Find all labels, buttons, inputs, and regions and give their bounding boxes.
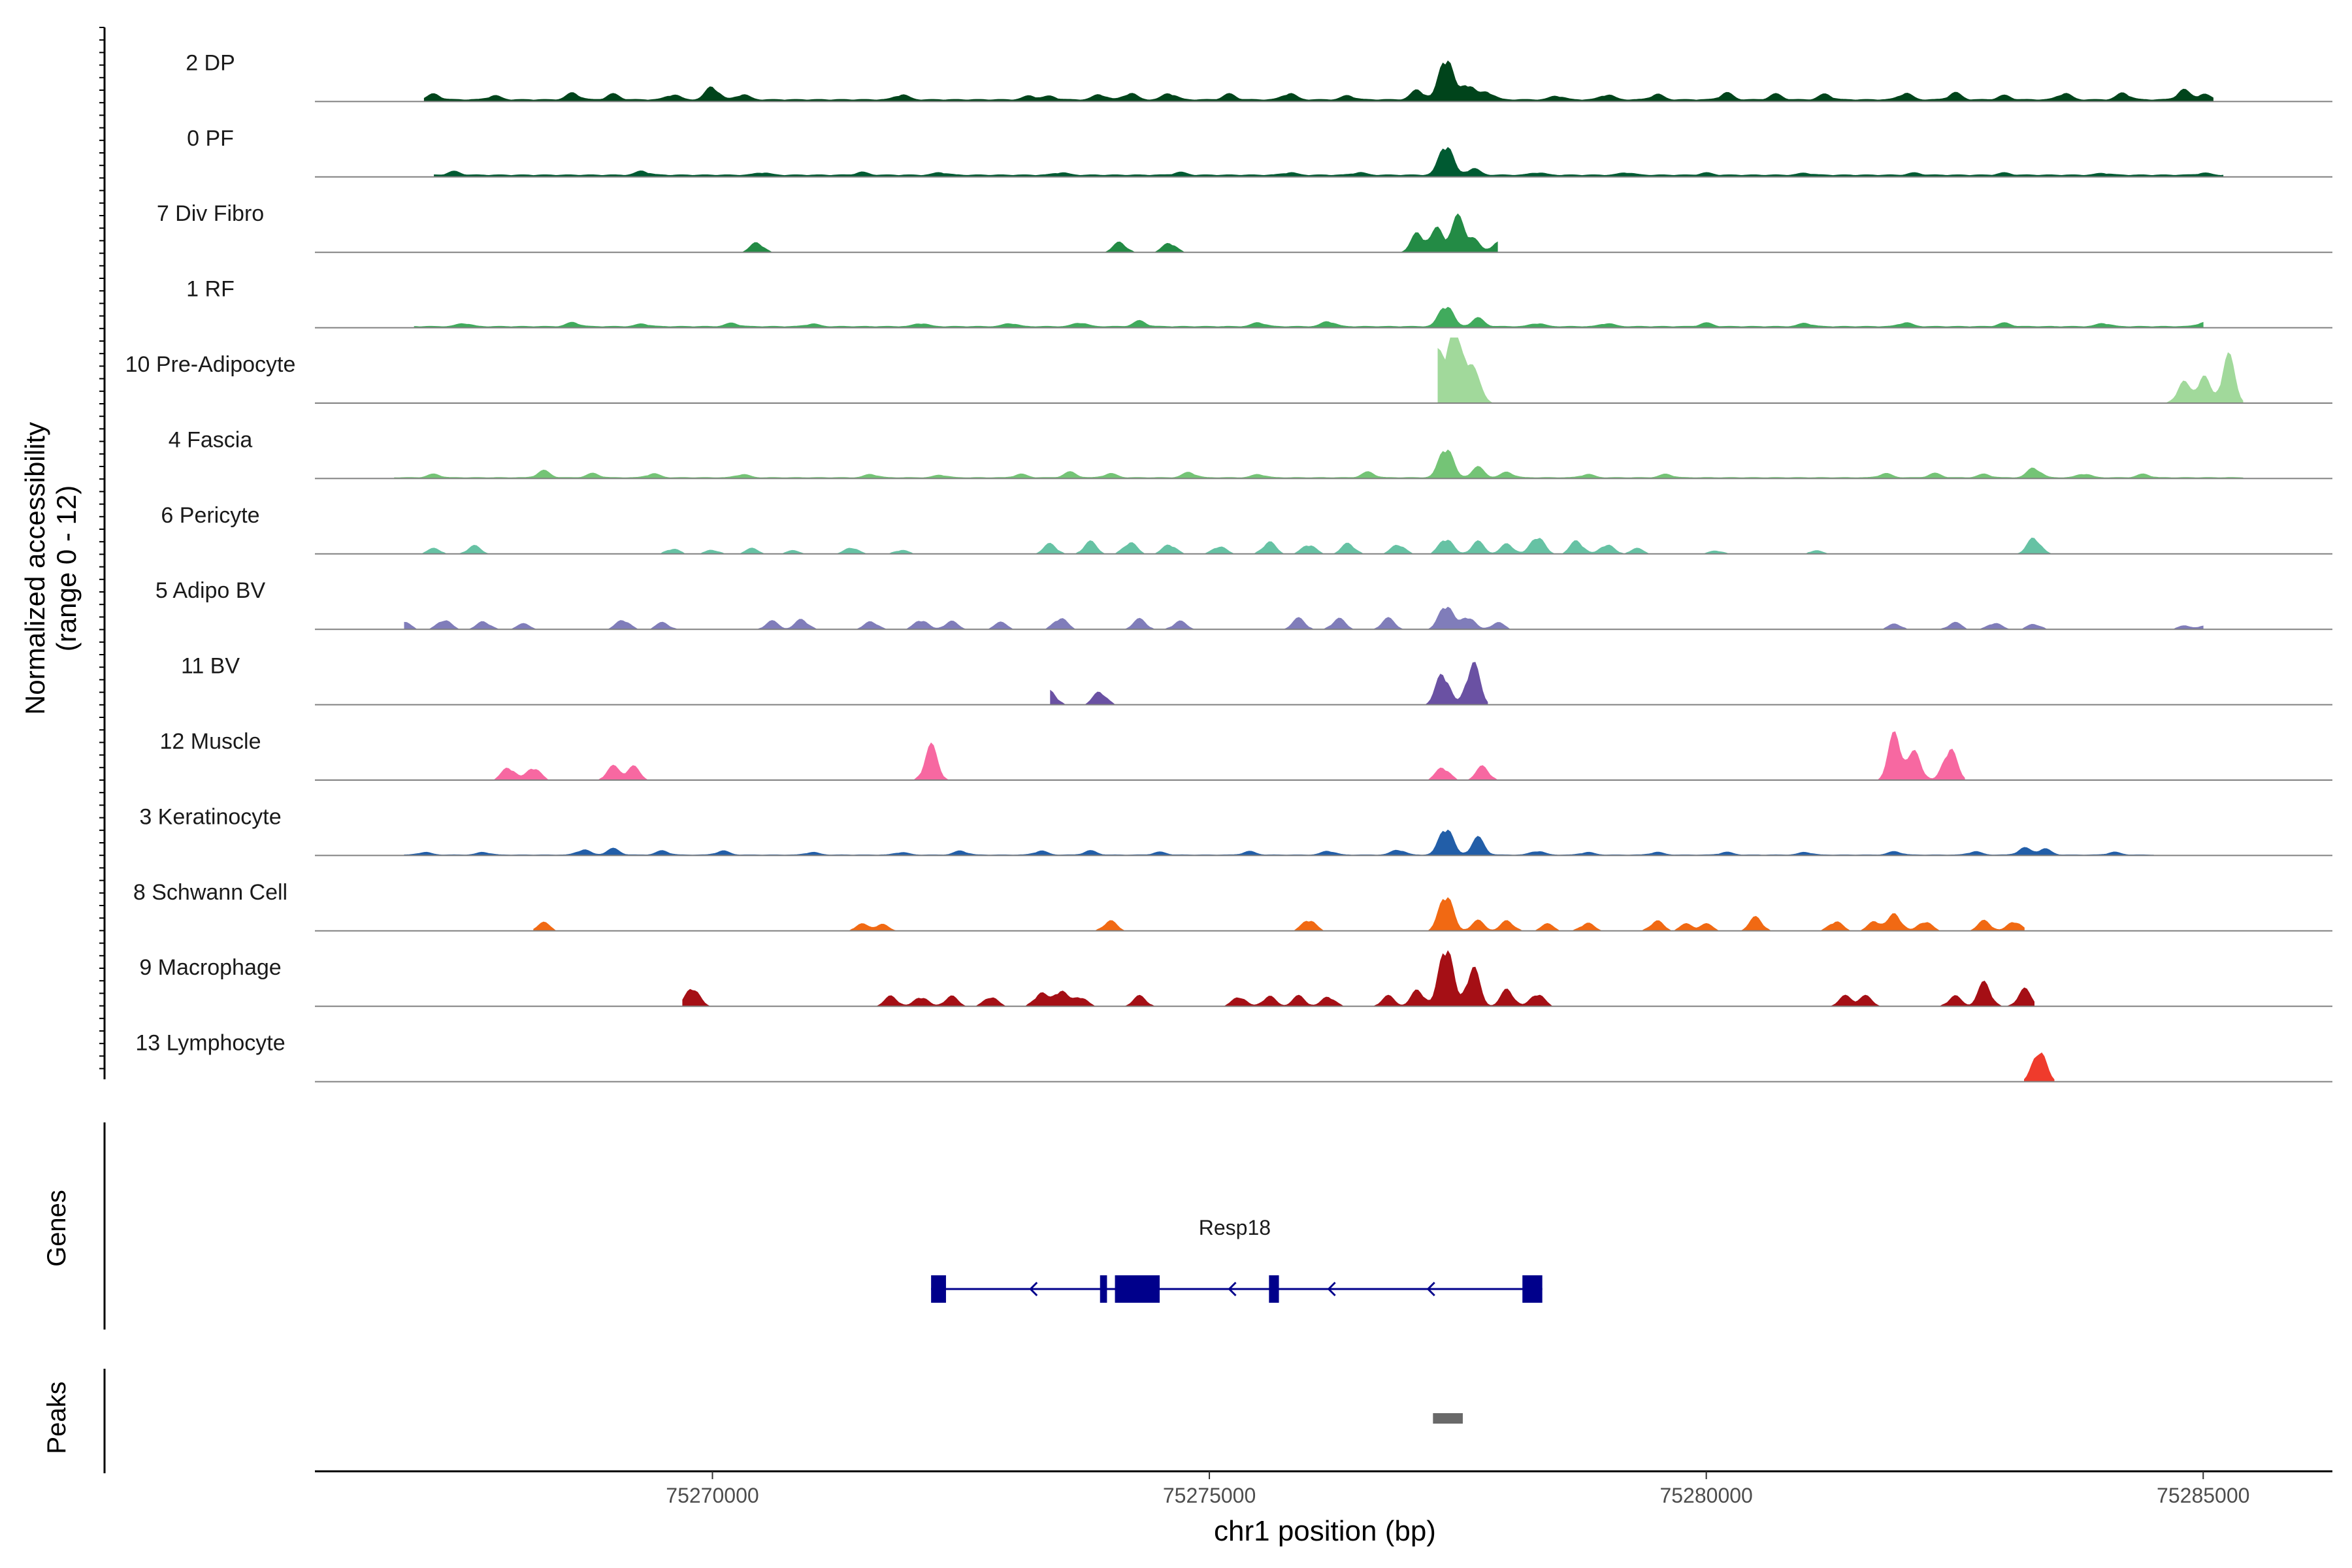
track: 2 DP (186, 50, 2332, 103)
x-tick-label: 75285000 (2157, 1484, 2249, 1507)
track: 8 Schwann Cell (133, 880, 2332, 932)
y-axis-title: Normalized accessibility (20, 422, 50, 715)
peak-region (1433, 1413, 1463, 1424)
gene-exon (1269, 1275, 1279, 1303)
track: 10 Pre-Adipocyte (125, 337, 2332, 404)
coverage-area (1437, 337, 2244, 404)
coverage-area (414, 306, 2204, 329)
track-label: 12 Muscle (160, 729, 261, 754)
track: 6 Pericyte (161, 503, 2332, 555)
track-label: 10 Pre-Adipocyte (125, 352, 296, 377)
gene-name: Resp18 (1199, 1216, 1271, 1239)
track-label: 9 Macrophage (139, 955, 281, 980)
track: 9 Macrophage (139, 950, 2332, 1007)
gene-exon (1115, 1275, 1160, 1303)
x-axis: 75270000 75275000 75280000 75285000 (315, 1470, 2332, 1507)
track-label: 2 DP (186, 50, 235, 75)
track-label: 5 Adipo BV (155, 578, 266, 603)
track: 13 Lymphocyte (135, 1031, 2332, 1083)
coverage-area (394, 449, 2244, 479)
gene-exon (931, 1275, 946, 1303)
gene-exon (1522, 1275, 1543, 1303)
coverage-area (404, 606, 2204, 630)
strand-arrow-icon (1029, 1281, 1038, 1297)
x-tick-label: 75275000 (1163, 1484, 1256, 1507)
coverage-area (404, 829, 2154, 856)
track-label: 11 BV (181, 654, 240, 679)
track: 7 Div Fibro (157, 201, 2332, 253)
track: 12 Muscle (160, 729, 2332, 781)
coverage-area (682, 950, 2035, 1007)
track-label: 4 Fascia (169, 427, 253, 452)
track: 0 PF (187, 126, 2332, 178)
peaks-track-title: Peaks (42, 1381, 71, 1454)
track: 3 Keratinocyte (139, 804, 2332, 857)
track-label: 7 Div Fibro (157, 201, 264, 226)
coverage-tracks: 2 DP 0 PF 7 Div Fibro 1 RF 10 Pre-Adipocyte 4… (125, 50, 2332, 1083)
y-axis (99, 27, 106, 1079)
track-label: 13 Lymphocyte (135, 1031, 285, 1056)
track-label: 8 Schwann Cell (133, 880, 287, 905)
track-label: 6 Pericyte (161, 503, 259, 528)
track-label: 3 Keratinocyte (139, 804, 281, 829)
strand-arrow-icon (1228, 1281, 1237, 1297)
coverage-area (493, 731, 1965, 781)
track-label: 0 PF (187, 126, 234, 151)
coverage-area (414, 537, 2065, 555)
x-tick-label: 75270000 (666, 1484, 759, 1507)
peaks-track (103, 1369, 1463, 1473)
strand-arrow-icon (1426, 1281, 1435, 1297)
x-axis-title: chr1 position (bp) (1214, 1515, 1436, 1547)
track: 11 BV (181, 654, 2332, 706)
track: 4 Fascia (169, 427, 2332, 480)
coverage-area (741, 213, 1498, 253)
track: 1 RF (186, 277, 2332, 329)
track: 5 Adipo BV (155, 578, 2332, 630)
coverage-area (434, 147, 2224, 178)
gene-exon (1100, 1275, 1107, 1303)
coverage-area (1050, 662, 1488, 705)
track-label: 1 RF (186, 277, 235, 302)
x-tick-label: 75280000 (1659, 1484, 1752, 1507)
strand-arrow-icon (1327, 1281, 1336, 1297)
coverage-area (423, 60, 2213, 102)
coverage-area (2023, 1052, 2055, 1082)
gene-track: Resp18 (103, 1122, 1543, 1330)
genes-track-title: Genes (42, 1190, 71, 1267)
y-axis-range-label: (range 0 - 12) (51, 485, 82, 651)
coverage-area (533, 897, 2025, 932)
